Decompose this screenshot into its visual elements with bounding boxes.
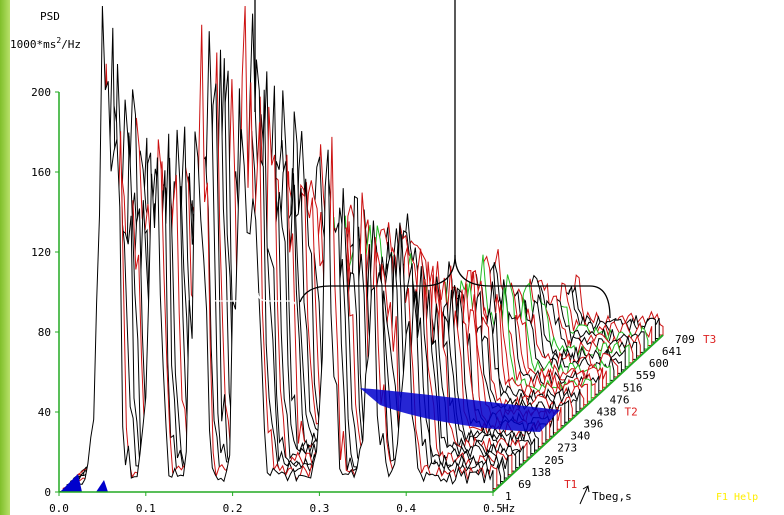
blue-corner-mark (96, 480, 108, 492)
y-tick-label: 80 (38, 326, 51, 339)
y-tick-label: 200 (31, 86, 51, 99)
z-tick-label: 205 (544, 454, 564, 467)
x-tick-label: 0.2 (223, 502, 243, 515)
callout-brace-right (454, 254, 611, 319)
ticks-group: 0 40 80 120 160 200 0.0 0.1 0.2 0.3 0.4 0.51 6913820… (31, 86, 716, 515)
x-tick-label: 0.3 (309, 502, 329, 515)
x-tick-label: 0.4 (396, 502, 416, 515)
x-tick-label: 0.1 (136, 502, 156, 515)
x-tick-label: 0.5 (483, 502, 503, 515)
z-tick-label: 516 (623, 381, 643, 394)
z-axis-line (492, 334, 664, 493)
time-marker-t2: T2 (625, 405, 638, 418)
y-tick-label: 120 (31, 246, 51, 259)
y-axis-label-sup: 2 (56, 36, 61, 45)
z-tick-label: 641 (662, 345, 682, 358)
y-axis-label-base: 1000*ms (10, 38, 56, 51)
help-hint: F1 Help (716, 492, 758, 503)
time-marker-t3: T3 (703, 333, 716, 346)
z-tick-label: 600 (649, 357, 669, 370)
y-tick-label: 40 (38, 406, 51, 419)
z-tick-label: 138 (531, 466, 551, 479)
spectrum-slice (58, 5, 494, 493)
z-tick-label: 69 (518, 478, 531, 491)
z-tick-label: 396 (583, 418, 603, 431)
z-axis-label: Tbeg,s (592, 490, 632, 503)
callout-overlay (254, 0, 611, 319)
z-tick-label: 273 (557, 442, 577, 455)
spectra-group (58, 5, 664, 493)
y-axis-label: 1000*ms2/Hz (10, 36, 81, 51)
y-tick-label: 160 (31, 166, 51, 179)
z-tick-label: 438 (597, 405, 617, 418)
x-tick-label: 0.0 (49, 502, 69, 515)
blue-valley-region (360, 388, 560, 432)
z-axis-arrow-icon (579, 485, 590, 505)
left-decorative-strip (0, 0, 10, 515)
z-tick-label: 709 (675, 333, 695, 346)
callout-small-brace (212, 292, 297, 309)
chart-title: PSD (40, 10, 60, 23)
blue-corner-mark (60, 474, 82, 492)
z-tick-label: 476 (610, 393, 630, 406)
z-tick-label: 559 (636, 369, 656, 382)
axes-group (58, 92, 664, 493)
callout-bracket-outline (299, 0, 456, 303)
z-tick-label: 340 (570, 430, 590, 443)
y-axis-label-tail: /Hz (61, 38, 81, 51)
y-tick-label: 0 (44, 486, 51, 499)
time-marker-t1: T1 (564, 478, 577, 491)
x-axis-unit-label: Hz (502, 502, 515, 515)
z-tick-label: 1 (505, 490, 512, 503)
callout-small-brace-path (212, 292, 297, 309)
